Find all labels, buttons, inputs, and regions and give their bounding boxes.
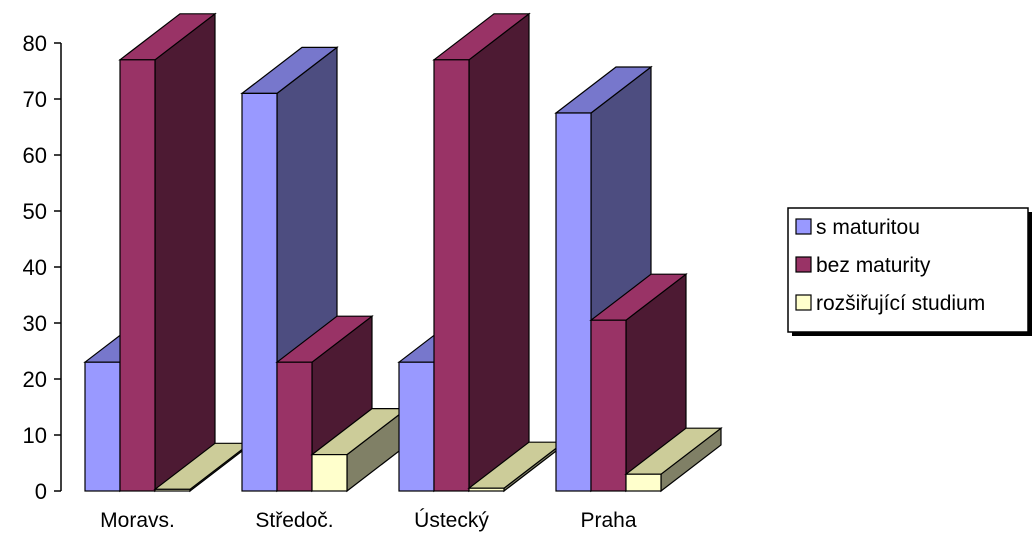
bar-front — [433, 59, 470, 492]
category-label: Moravs. — [100, 509, 175, 532]
y-tick-label: 60 — [23, 143, 47, 168]
legend-box — [787, 207, 1029, 333]
legend-swatch — [795, 218, 812, 235]
bar — [589, 272, 688, 493]
y-tick-label: 0 — [35, 479, 47, 504]
bar-side — [468, 12, 530, 493]
y-tick-label: 80 — [23, 31, 47, 56]
bar-front — [398, 361, 435, 492]
legend-label: s maturitou — [816, 216, 920, 239]
bar-front — [468, 487, 505, 492]
bar-front — [590, 319, 627, 492]
bar-group — [554, 65, 723, 493]
bar-front — [84, 361, 121, 492]
bar-group — [240, 46, 409, 493]
legend-label: rozšiřující studium — [816, 292, 985, 315]
y-tick-label: 20 — [23, 367, 47, 392]
bar-side — [154, 12, 216, 493]
y-tick-label: 70 — [23, 87, 47, 112]
bar — [432, 12, 531, 493]
bar — [624, 426, 723, 493]
legend: s maturitou bez maturity rozšiřující studi… — [787, 207, 1032, 336]
category-labels: Moravs. Středoč. Ústecký Praha — [100, 509, 637, 532]
bar-front — [311, 454, 348, 492]
bar-front — [625, 473, 662, 492]
y-tick-label: 50 — [23, 199, 47, 224]
bar-front — [241, 92, 278, 492]
bars-layer — [83, 12, 723, 493]
category-label: Praha — [580, 509, 636, 532]
bar-front — [119, 59, 156, 492]
legend-label: bez maturity — [816, 254, 931, 277]
bar-group — [397, 12, 566, 493]
axis-layer: 0 10 20 30 40 50 60 70 80 — [23, 31, 62, 504]
y-tick-label: 40 — [23, 255, 47, 280]
legend-swatch — [795, 256, 812, 273]
bar-front — [154, 488, 191, 492]
category-label: Ústecký — [414, 509, 489, 532]
bar — [310, 407, 409, 493]
legend-swatch — [795, 294, 812, 311]
y-tick-label: 10 — [23, 423, 47, 448]
bar — [118, 12, 217, 493]
y-tick-label: 30 — [23, 311, 47, 336]
bar-front — [276, 361, 313, 492]
bar-front — [555, 112, 592, 492]
bar-group — [83, 12, 252, 493]
category-label: Středoč. — [255, 509, 333, 532]
